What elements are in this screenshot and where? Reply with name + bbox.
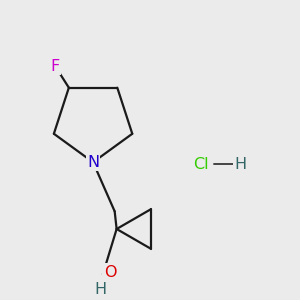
Text: F: F	[50, 58, 60, 74]
Text: H: H	[95, 282, 107, 297]
Text: Cl: Cl	[193, 157, 209, 172]
Text: N: N	[87, 155, 99, 170]
Text: H: H	[234, 157, 246, 172]
Text: O: O	[104, 265, 116, 280]
